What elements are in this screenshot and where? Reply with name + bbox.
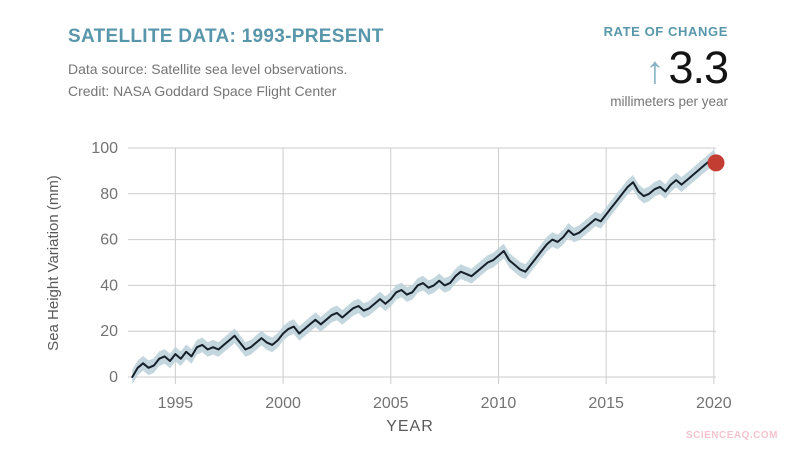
rate-of-change-label: RATE OF CHANGE — [603, 24, 728, 39]
data-source-line: Data source: Satellite sea level observa… — [68, 61, 348, 77]
rate-value: 3.3 — [668, 42, 729, 93]
sea-level-line — [131, 156, 717, 378]
y-tick-label: 40 — [100, 277, 118, 294]
up-arrow-icon: ↑ — [645, 50, 665, 92]
chart-title: SATELLITE DATA: 1993-PRESENT — [68, 26, 384, 47]
credit-line: Credit: NASA Goddard Space Flight Center — [68, 83, 337, 99]
y-axis-label: Sea Height Variation (mm) — [45, 175, 62, 351]
watermark: SCIENCEAQ.COM — [685, 430, 778, 441]
x-tick-label: 2020 — [696, 395, 732, 412]
x-axis-label: YEAR — [386, 418, 434, 435]
x-tick-label: 1995 — [158, 395, 194, 412]
x-tick-label: 2010 — [481, 395, 517, 412]
y-tick-label: 100 — [91, 140, 118, 157]
rate-value-row: ↑3.3 — [604, 42, 729, 93]
x-tick-label: 2005 — [373, 395, 409, 412]
x-tick-label: 2015 — [588, 395, 624, 412]
y-tick-label: 0 — [109, 369, 118, 386]
y-tick-label: 20 — [100, 323, 118, 340]
rate-unit-label: millimeters per year — [610, 94, 728, 109]
y-tick-label: 80 — [100, 186, 118, 203]
rate-of-change-panel: RATE OF CHANGE ↑3.3 millimeters per year — [603, 24, 729, 109]
endpoint-marker — [707, 154, 725, 172]
confidence-band — [132, 149, 717, 385]
y-tick-label: 60 — [100, 232, 118, 249]
x-tick-label: 2000 — [265, 395, 301, 412]
